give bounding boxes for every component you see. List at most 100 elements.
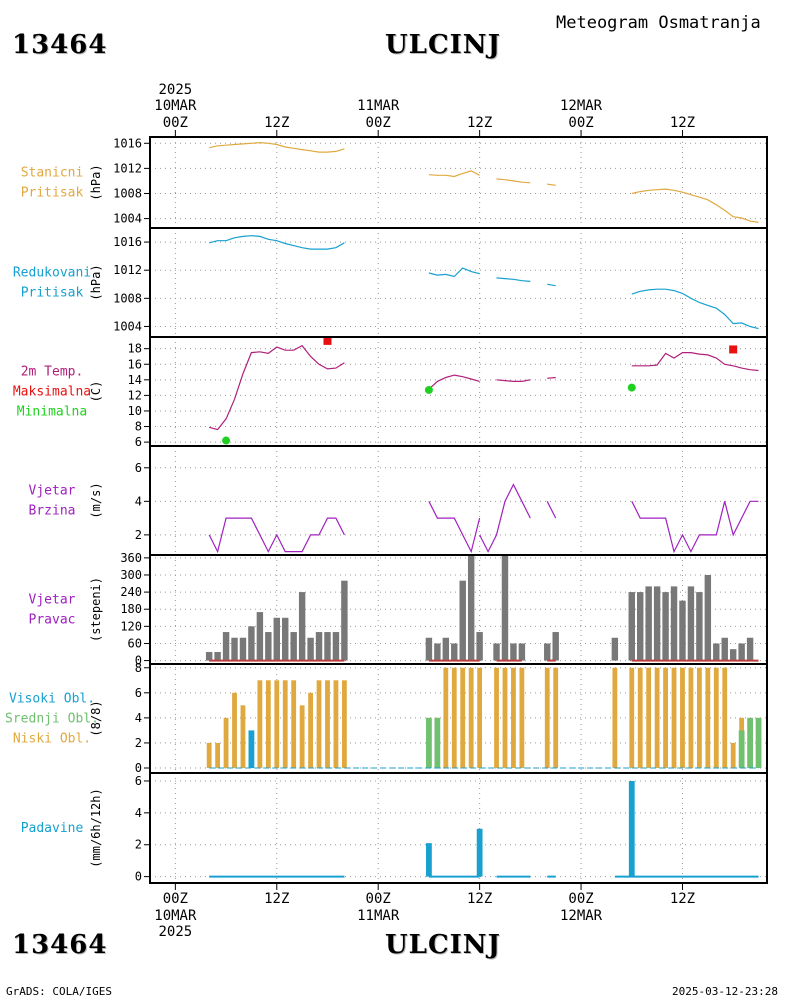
panel-frame [149, 136, 768, 229]
series-line [209, 235, 345, 250]
panel-label-line: Maksimalna [13, 385, 91, 400]
cloud-low-bar [494, 667, 499, 768]
y-tick-label: 1016 [113, 235, 142, 249]
day-label-top: 11MAR [357, 98, 400, 114]
wind-dir-bar [501, 555, 509, 661]
station-id-bottom: 13464 [12, 930, 108, 960]
wind-dir-bar [653, 586, 661, 661]
series-line [428, 267, 480, 278]
y-tick-label: 18 [128, 342, 142, 356]
y-axis-label: (hPa) [89, 164, 103, 200]
cloud-low-bar [232, 692, 237, 768]
tmax-marker [729, 345, 738, 354]
y-tick-label: 1004 [113, 212, 142, 226]
cloud-mid-bar [747, 717, 753, 768]
panel-frame [149, 336, 768, 447]
y-tick-label: 1016 [113, 136, 142, 150]
y-tick-label: 1008 [113, 291, 142, 305]
wind-dir-bar [290, 632, 297, 661]
panel-label-line: Stanicni [21, 166, 84, 181]
tmin-marker [222, 436, 231, 445]
cloud-low-bar [646, 667, 652, 768]
y-tick-label: 12 [128, 388, 142, 402]
wind-dir-bar [637, 592, 644, 661]
precip-bar [476, 828, 483, 877]
cloud-low-bar [688, 667, 694, 768]
x-tick-label-top: 12Z [264, 115, 289, 131]
y-tick-label: 2 [135, 528, 142, 542]
cloud-low-bar [325, 680, 330, 768]
y-tick-label: 6 [135, 686, 142, 700]
panel-label-line: 2m Temp. [21, 365, 84, 380]
series-line [496, 379, 531, 382]
wind-dir-bar [476, 632, 483, 661]
cloud-low-bar [460, 667, 466, 768]
x-tick-label-top: 00Z [366, 115, 391, 131]
station-id-top: 13464 [12, 30, 108, 60]
cloud-low-bar [316, 680, 322, 768]
credit-text: GrADS: COLA/IGES [6, 985, 112, 998]
cloud-low-bar [553, 667, 559, 768]
panel-frame [149, 227, 768, 338]
wind-dir-bar [729, 649, 737, 661]
panel-label-line: Minimalna [17, 405, 87, 420]
x-tick-label-top: 12Z [467, 115, 492, 131]
series-line [209, 344, 345, 431]
cloud-low-bar [215, 742, 221, 768]
year-label-top: 2025 [158, 82, 192, 98]
series-line [428, 501, 481, 554]
y-tick-label: 1012 [113, 161, 142, 175]
panel-redukovani_pritisak: 1004 1008 1012 1016 (hPa)Redukovani Pritisak [13, 227, 768, 338]
panel-vjetar_brzina: 2 4 6 (m/s) Vjetar Brzina [29, 445, 768, 556]
panel-label-line: Vjetar [29, 593, 76, 608]
cloud-low-bar [705, 667, 711, 768]
wind-dir-bar [332, 632, 340, 661]
y-tick-label: 6 [135, 461, 142, 475]
panel-frame [149, 445, 768, 556]
panel-label-line: Redukovani [13, 266, 91, 281]
panel-stanicni_pritisak: 1004 1008 1012 1016 (hPa) Stanicni Pritisak [21, 136, 768, 229]
cloud-low-bar [468, 667, 474, 768]
cloud-low-bar [629, 667, 635, 768]
wind-dir-bar [324, 632, 331, 661]
y-tick-label: 16 [128, 357, 142, 371]
wind-dir-bar [265, 632, 272, 661]
x-tick-label-bottom: 00Z [163, 891, 188, 907]
wind-dir-bar [239, 637, 247, 661]
series-line [546, 501, 557, 519]
y-axis-label: (hPa) [89, 264, 103, 300]
series-line [547, 283, 556, 287]
y-tick-label: 4 [135, 806, 142, 820]
y-axis-label: (mm/6h/12h) [89, 788, 103, 867]
series-line [547, 183, 556, 186]
y-tick-label: 120 [120, 619, 142, 633]
y-tick-label: 1012 [113, 263, 142, 277]
wind-dir-bar [307, 637, 314, 661]
x-tick-label-top: 12Z [670, 115, 695, 131]
panel-label-line: Pravac [29, 613, 76, 628]
cloud-low-bar [502, 667, 508, 768]
series-line [479, 483, 531, 553]
y-tick-label: 6 [135, 774, 142, 788]
wind-dir-bar [687, 586, 695, 661]
series-line [631, 188, 759, 223]
timestamp-text: 2025-03-12-23:28 [672, 985, 778, 998]
cloud-low-bar [671, 667, 677, 768]
cloud-low-bar [511, 667, 516, 768]
wind-dir-bar [248, 626, 255, 661]
wind-dir-bar [721, 637, 728, 661]
cloud-low-bar [637, 667, 643, 768]
cloud-low-bar [696, 667, 702, 768]
wind-dir-bar [679, 600, 686, 661]
wind-dir-bar [544, 643, 551, 661]
cloud-low-bar [223, 717, 229, 768]
cloud-mid-bar [426, 717, 432, 768]
wind-dir-bar [645, 586, 652, 661]
series-line [547, 376, 556, 379]
wind-dir-bar [214, 652, 221, 661]
wind-dir-bar [713, 643, 720, 661]
y-tick-label: 6 [135, 435, 142, 449]
wind-dir-bar [611, 637, 619, 661]
